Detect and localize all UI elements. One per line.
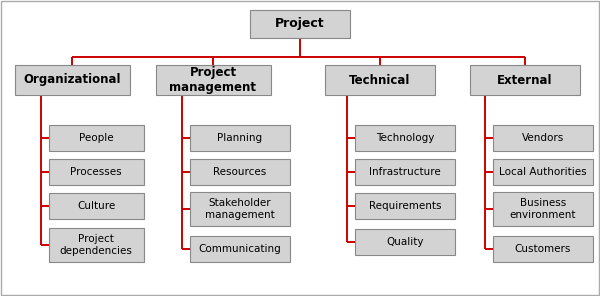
Text: Technology: Technology <box>376 133 434 143</box>
FancyBboxPatch shape <box>49 228 143 262</box>
Text: Business
environment: Business environment <box>510 198 576 220</box>
FancyBboxPatch shape <box>355 229 455 255</box>
FancyBboxPatch shape <box>250 10 350 38</box>
Text: Local Authorities: Local Authorities <box>499 167 587 177</box>
Text: Customers: Customers <box>515 244 571 254</box>
Text: Planning: Planning <box>217 133 263 143</box>
Text: Vendors: Vendors <box>522 133 564 143</box>
Text: Technical: Technical <box>349 73 410 86</box>
FancyBboxPatch shape <box>493 192 593 226</box>
FancyBboxPatch shape <box>190 125 290 151</box>
FancyBboxPatch shape <box>493 125 593 151</box>
Text: Project
management: Project management <box>170 66 257 94</box>
Text: Resources: Resources <box>214 167 266 177</box>
Text: Infrastructure: Infrastructure <box>369 167 441 177</box>
Text: Project
dependencies: Project dependencies <box>59 234 133 256</box>
Text: Stakeholder
management: Stakeholder management <box>205 198 275 220</box>
FancyBboxPatch shape <box>14 65 130 95</box>
FancyBboxPatch shape <box>190 192 290 226</box>
FancyBboxPatch shape <box>355 159 455 185</box>
FancyBboxPatch shape <box>49 159 143 185</box>
Text: Culture: Culture <box>77 201 115 211</box>
FancyBboxPatch shape <box>493 159 593 185</box>
Text: Processes: Processes <box>70 167 122 177</box>
FancyBboxPatch shape <box>325 65 435 95</box>
Text: Quality: Quality <box>386 237 424 247</box>
Text: Communicating: Communicating <box>199 244 281 254</box>
FancyBboxPatch shape <box>49 193 143 219</box>
FancyBboxPatch shape <box>190 159 290 185</box>
Text: Organizational: Organizational <box>23 73 121 86</box>
FancyBboxPatch shape <box>493 236 593 262</box>
FancyBboxPatch shape <box>190 236 290 262</box>
FancyBboxPatch shape <box>155 65 271 95</box>
FancyBboxPatch shape <box>470 65 580 95</box>
Text: External: External <box>497 73 553 86</box>
Text: People: People <box>79 133 113 143</box>
FancyBboxPatch shape <box>49 125 143 151</box>
Text: Project: Project <box>275 17 325 30</box>
FancyBboxPatch shape <box>355 125 455 151</box>
Text: Requirements: Requirements <box>369 201 441 211</box>
FancyBboxPatch shape <box>355 193 455 219</box>
